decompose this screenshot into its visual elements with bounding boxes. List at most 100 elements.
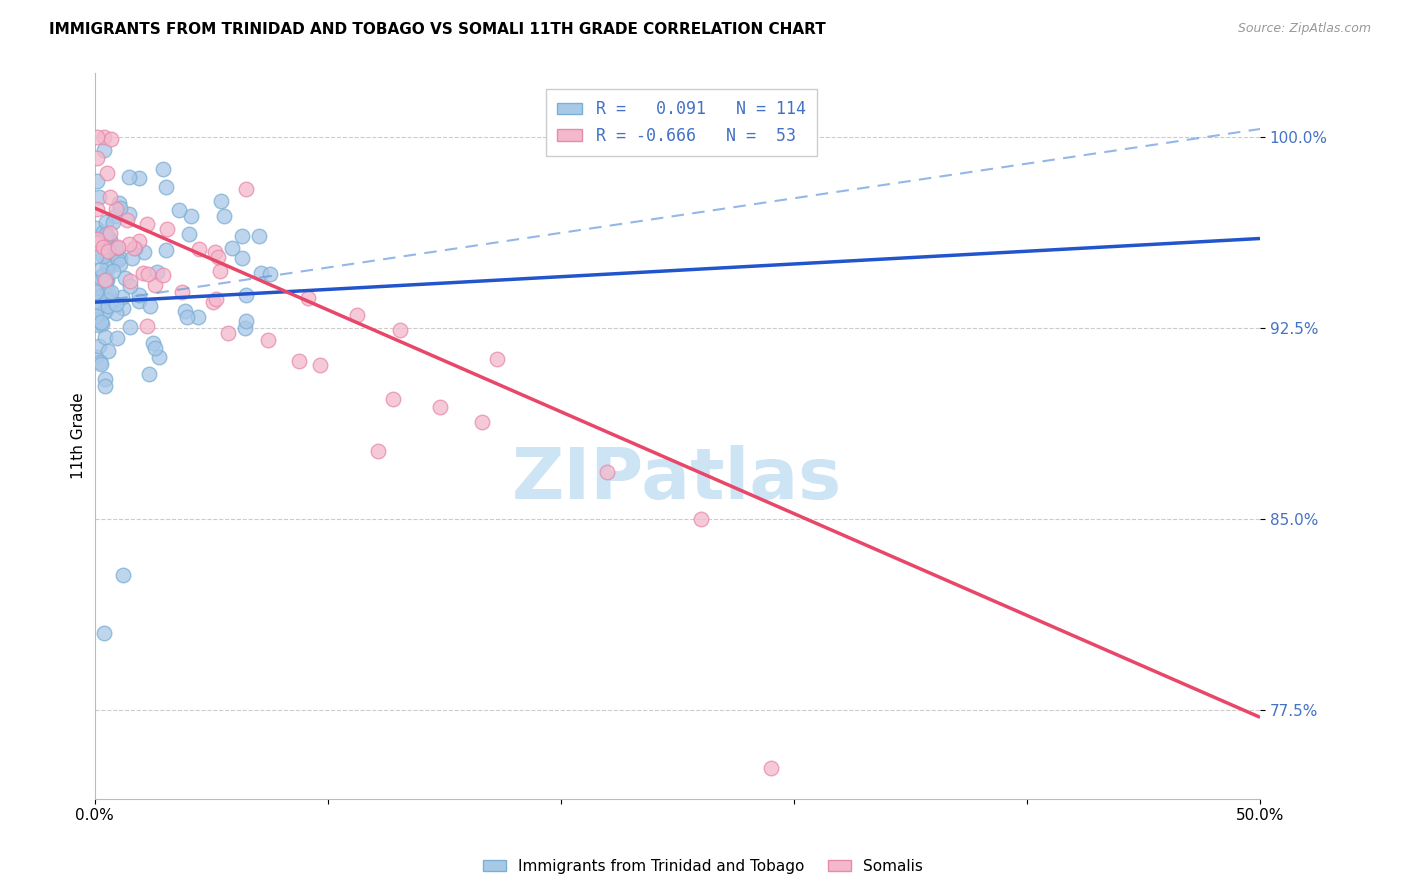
Point [93,626,115,640]
Point [204,244,226,259]
Legend: R =   0.091   N = 114, R = -0.666   N =  53: R = 0.091 N = 114, R = -0.666 N = 53 [546,88,817,156]
Point [84,280,107,294]
Point [96,237,118,252]
Point [90,288,112,302]
Point [180,210,202,224]
Point [86,202,108,216]
Point [382,392,405,406]
Point [117,213,139,227]
Point [98,260,121,274]
Point [212,209,235,223]
Point [257,333,280,347]
Point [100,242,122,256]
Point [84,221,107,235]
Point [84,285,107,299]
Point [96,227,118,241]
Point [259,268,281,282]
Point [97,244,120,259]
Point [91,268,114,282]
Point [96,259,118,273]
Point [86,236,108,251]
Point [97,299,120,313]
Point [96,273,118,287]
Point [104,202,127,216]
Point [235,321,257,335]
Point [108,201,131,215]
Point [209,264,232,278]
Point [96,238,118,252]
Point [308,358,330,372]
Point [86,232,108,246]
Point [107,240,129,254]
Point [98,231,121,245]
Point [139,299,162,313]
Point [176,310,198,325]
Point [429,400,451,414]
Point [108,256,131,270]
Point [110,252,132,266]
Point [136,267,159,281]
Point [91,239,114,253]
Point [156,222,179,236]
Point [93,303,115,318]
Point [100,132,122,146]
Point [90,262,112,277]
Point [96,293,118,307]
Point [124,241,146,255]
Point [98,226,121,240]
Point [118,207,141,221]
Point [87,299,110,313]
Point [96,230,118,244]
Point [120,274,142,288]
Point [170,285,193,299]
Point [167,202,190,217]
Point [118,278,141,293]
Point [152,161,174,176]
Point [146,265,169,279]
Point [84,351,107,365]
Point [96,166,118,180]
Point [90,357,112,371]
Point [235,288,257,302]
Point [217,326,239,340]
Point [155,180,177,194]
Point [87,338,110,352]
Point [98,189,121,203]
Point [114,271,136,285]
Point [389,323,412,337]
Point [91,226,114,240]
Point [86,295,108,310]
Legend: Immigrants from Trinidad and Tobago, Somalis: Immigrants from Trinidad and Tobago, Som… [477,853,929,880]
Point [117,169,139,184]
Point [104,210,127,224]
Y-axis label: 11th Grade: 11th Grade [72,392,86,479]
Point [90,317,112,331]
Point [111,567,134,582]
Point [134,245,156,260]
Point [89,270,111,285]
Point [87,318,110,332]
Point [111,290,134,304]
Point [90,316,112,330]
Point [103,215,125,229]
Point [94,329,117,343]
Point [235,182,257,196]
Point [187,243,209,257]
Point [103,264,125,278]
Point [104,306,127,320]
Point [107,241,129,255]
Point [91,305,114,319]
Point [94,248,117,262]
Point [86,235,108,250]
Point [120,319,142,334]
Point [94,273,117,287]
Point [84,249,107,263]
Point [367,443,389,458]
Point [124,241,146,255]
Point [209,194,232,209]
Point [297,291,319,305]
Point [485,351,508,366]
Point [104,297,127,311]
Point [187,310,209,324]
Point [346,308,368,322]
